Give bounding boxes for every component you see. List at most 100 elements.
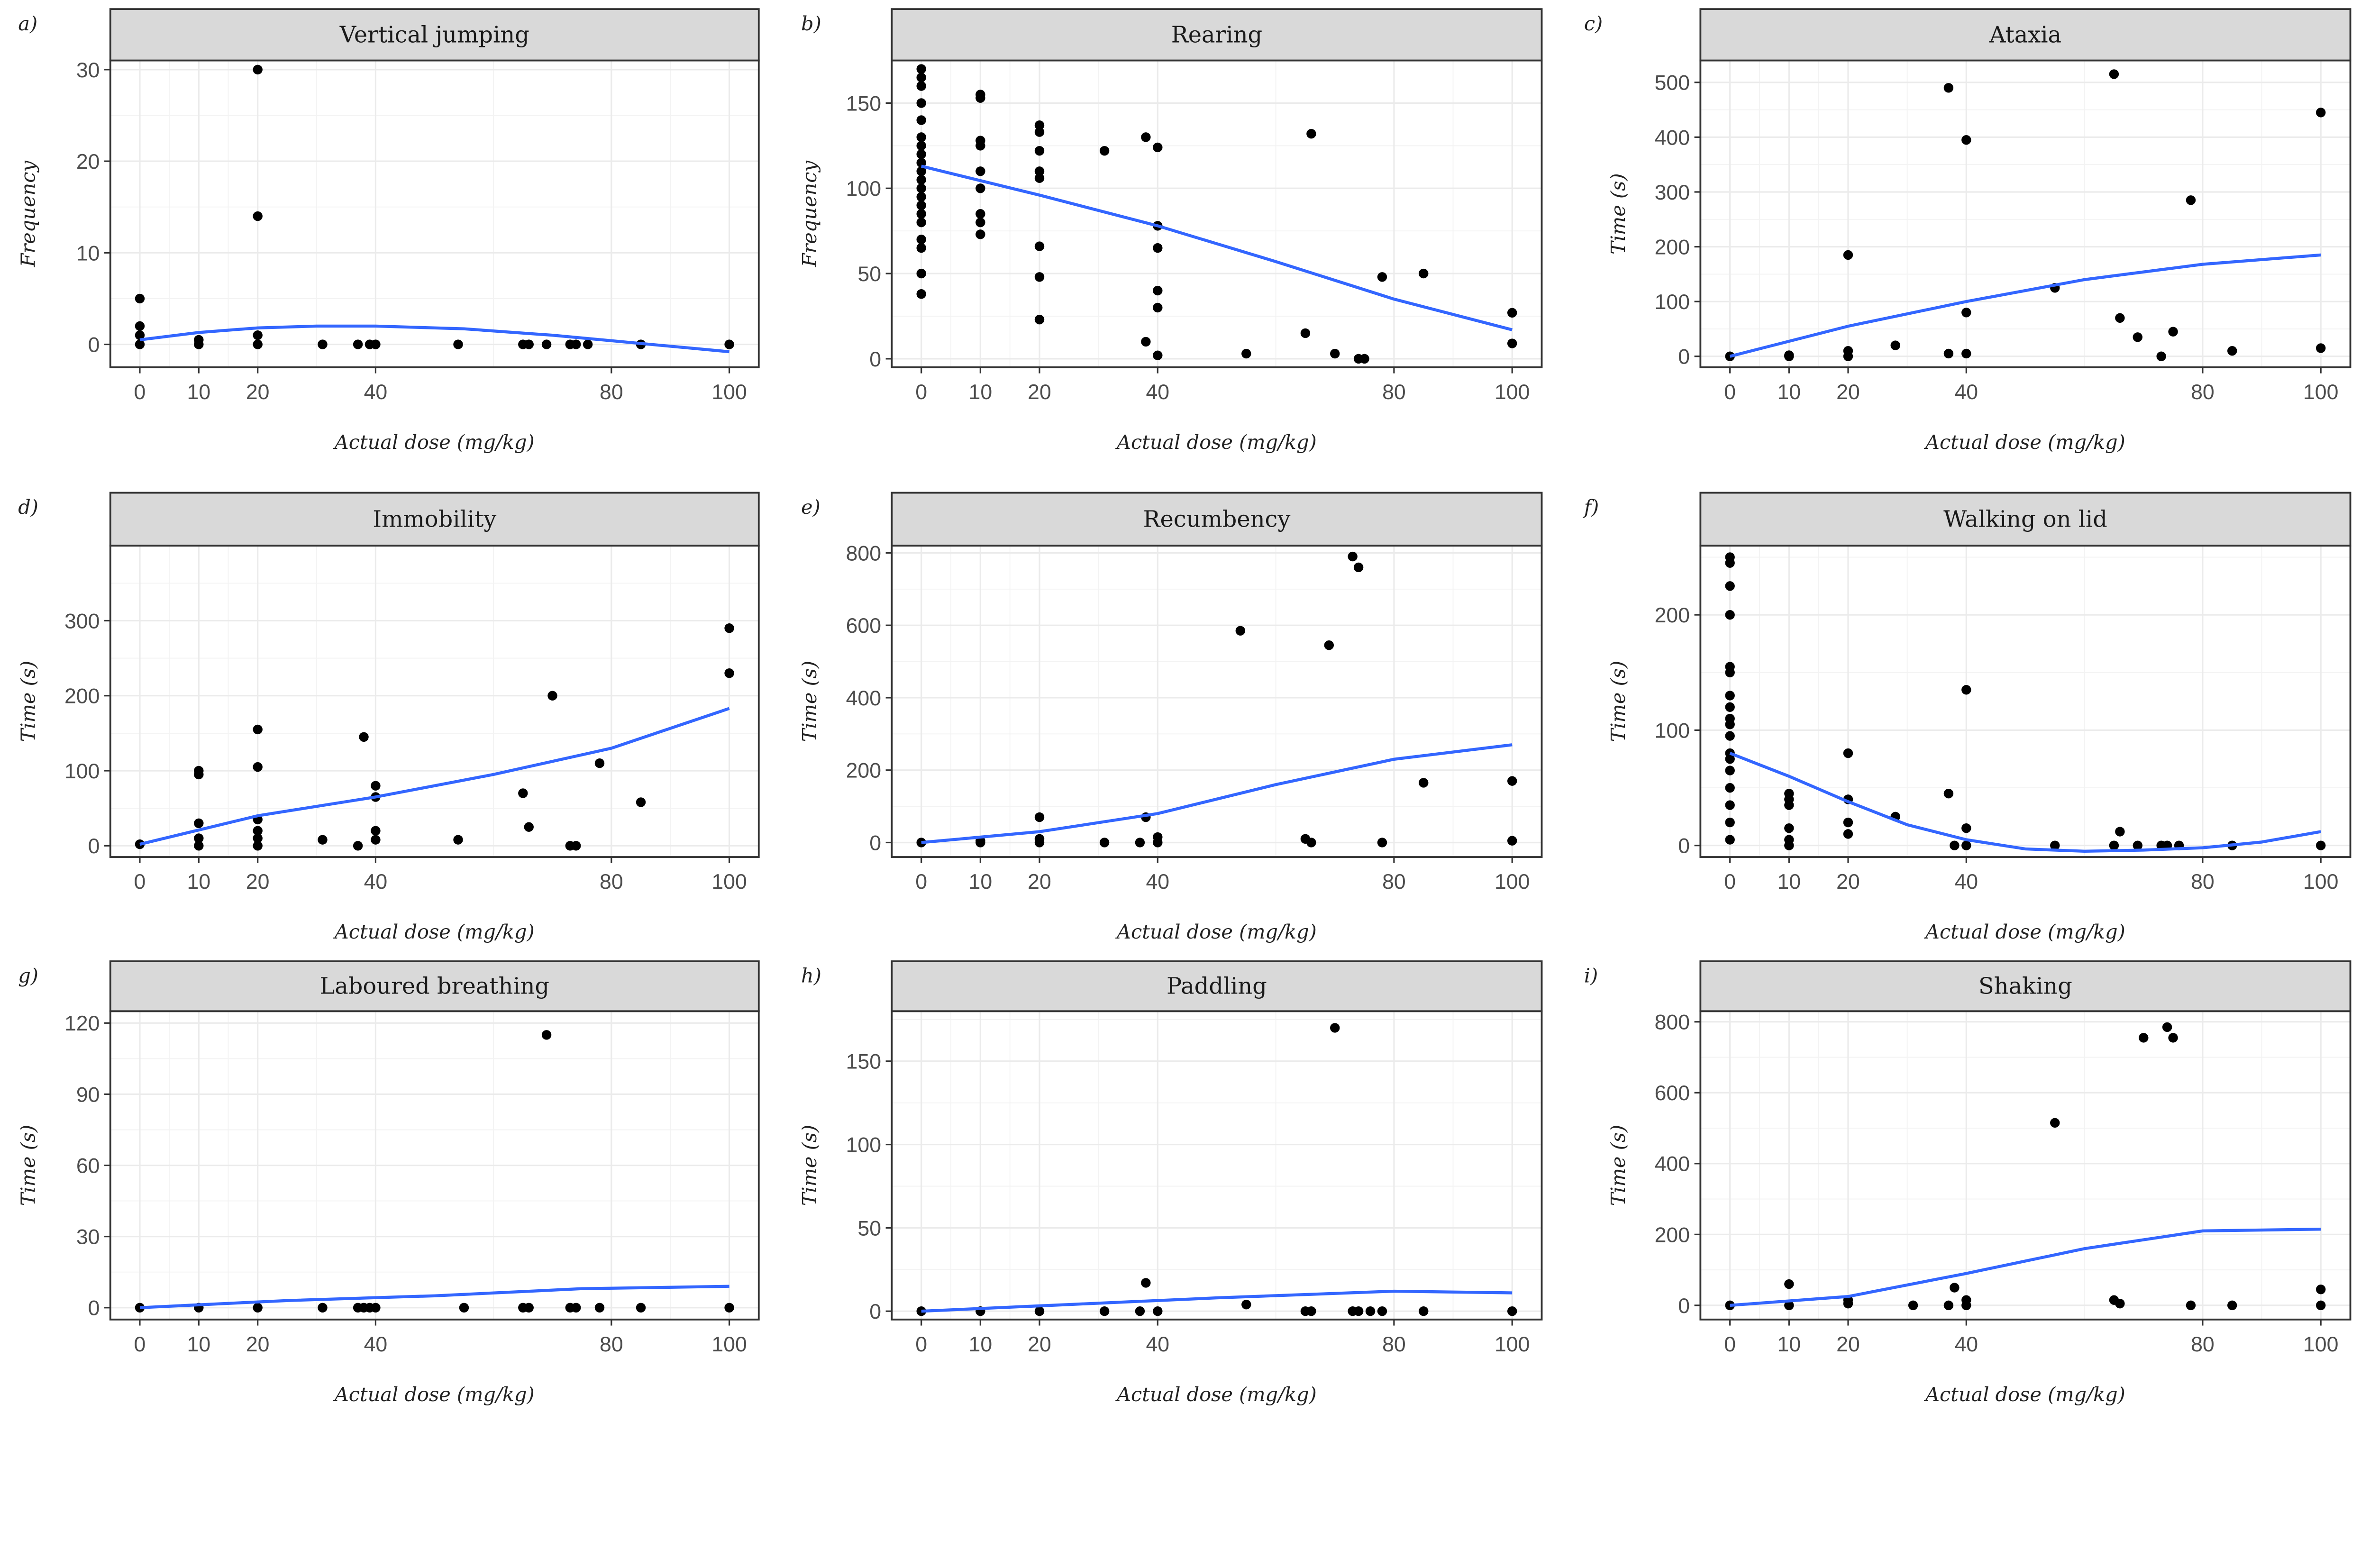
x-tick-label: 100 [711,870,747,893]
y-tick-label: 500 [1655,72,1690,95]
data-point [2316,1285,2326,1295]
data-point [371,339,381,349]
data-point [135,330,145,340]
data-point [1950,1283,1960,1293]
facet-title: Rearing [1171,22,1262,48]
data-point [1507,836,1517,846]
data-point [975,209,985,219]
data-point [253,724,263,735]
panel-label: a) [18,12,37,35]
x-tick-label: 0 [134,870,146,893]
data-point [253,826,263,836]
data-point [318,1303,328,1313]
x-tick-label: 100 [2303,870,2338,893]
data-point [1943,789,1954,799]
x-tick-label: 80 [600,381,623,404]
x-tick-label: 0 [1724,870,1736,893]
facet-title: Walking on lid [1943,506,2107,532]
data-point [1141,132,1151,142]
data-point [253,841,263,851]
data-point [541,339,552,349]
x-tick-label: 10 [1778,1333,1801,1356]
y-tick-label: 0 [1678,835,1690,858]
data-point [253,64,263,75]
data-point [1725,667,1735,677]
data-point [1034,272,1045,282]
y-tick-label: 20 [76,150,100,173]
data-point [1725,783,1735,793]
facet-strip [891,8,1543,62]
data-point [2168,327,2178,337]
x-tick-label: 80 [1382,870,1406,893]
data-point [1141,1278,1151,1288]
y-axis-label: Time (s) [1607,173,1630,254]
data-point [636,1303,646,1313]
plot-background [892,1011,1542,1320]
data-point [916,268,926,279]
y-axis-label: Time (s) [1607,661,1630,742]
x-tick-label: 0 [915,1333,927,1356]
data-point [1784,1279,1794,1289]
data-point [1377,838,1387,848]
data-point [1961,685,1971,695]
y-axis-label: Time (s) [17,661,39,742]
y-tick-label: 0 [88,835,100,858]
data-point [1784,350,1794,360]
data-point [1843,817,1853,828]
panel-laboured-breathing: 0 10 20 40 80 100 0 30 60 90 120 Laboured breathing… [17,960,760,1406]
data-point [1943,1300,1954,1311]
y-tick-label: 300 [1655,181,1690,204]
panel-ataxia: 0 10 20 40 80 100 0 100 200 300 400 500 Ataxia Actual… [1584,8,2352,454]
x-tick-label: 10 [187,870,211,893]
data-point [2050,840,2060,850]
x-tick-label: 100 [1495,1333,1530,1356]
data-point [1153,302,1163,313]
y-tick-label: 150 [846,92,881,115]
x-tick-label: 10 [1778,870,1801,893]
data-point [524,822,534,832]
data-point [1241,348,1251,359]
data-point [1135,838,1145,848]
plot-background [1700,546,2351,857]
data-point [975,166,985,176]
data-point [1153,142,1163,153]
x-axis-label: Actual dose (mg/kg) [1115,921,1317,943]
data-point [453,835,463,845]
data-point [2316,1300,2326,1311]
y-tick-label: 100 [846,1134,881,1157]
x-tick-label: 20 [246,381,270,404]
y-tick-label: 400 [1655,126,1690,149]
data-point [2109,69,2119,79]
facet-strip [109,960,760,1012]
data-point [2162,1022,2172,1032]
data-point [916,289,926,299]
facet-title: Laboured breathing [320,974,550,1000]
data-point [1890,340,1900,350]
data-point [1950,840,1960,850]
y-tick-label: 600 [1655,1082,1690,1105]
facet-title: Ataxia [1989,22,2061,48]
data-point [1348,551,1358,562]
data-point [1961,135,1971,145]
data-point [2316,108,2326,118]
data-point [1377,272,1387,282]
data-point [916,234,926,245]
data-point [1034,812,1045,822]
facet-title: Paddling [1167,974,1267,1000]
data-point [1306,1306,1316,1316]
x-tick-label: 40 [1954,381,1978,404]
data-point [1034,241,1045,251]
data-point [1153,1306,1163,1316]
data-point [2186,195,2196,205]
y-tick-label: 60 [76,1154,100,1177]
panel-vertical-jumping: 0 10 20 40 80 100 0 10 20 30 Vertical jumping Actua… [17,8,760,454]
data-point [318,835,328,845]
data-point [1961,840,1971,850]
fit-line [1730,1227,2321,1307]
y-tick-label: 90 [76,1083,100,1106]
y-tick-label: 100 [1655,291,1690,314]
data-point [1725,610,1735,620]
y-tick-label: 100 [1655,719,1690,742]
x-tick-label: 80 [600,1333,623,1356]
